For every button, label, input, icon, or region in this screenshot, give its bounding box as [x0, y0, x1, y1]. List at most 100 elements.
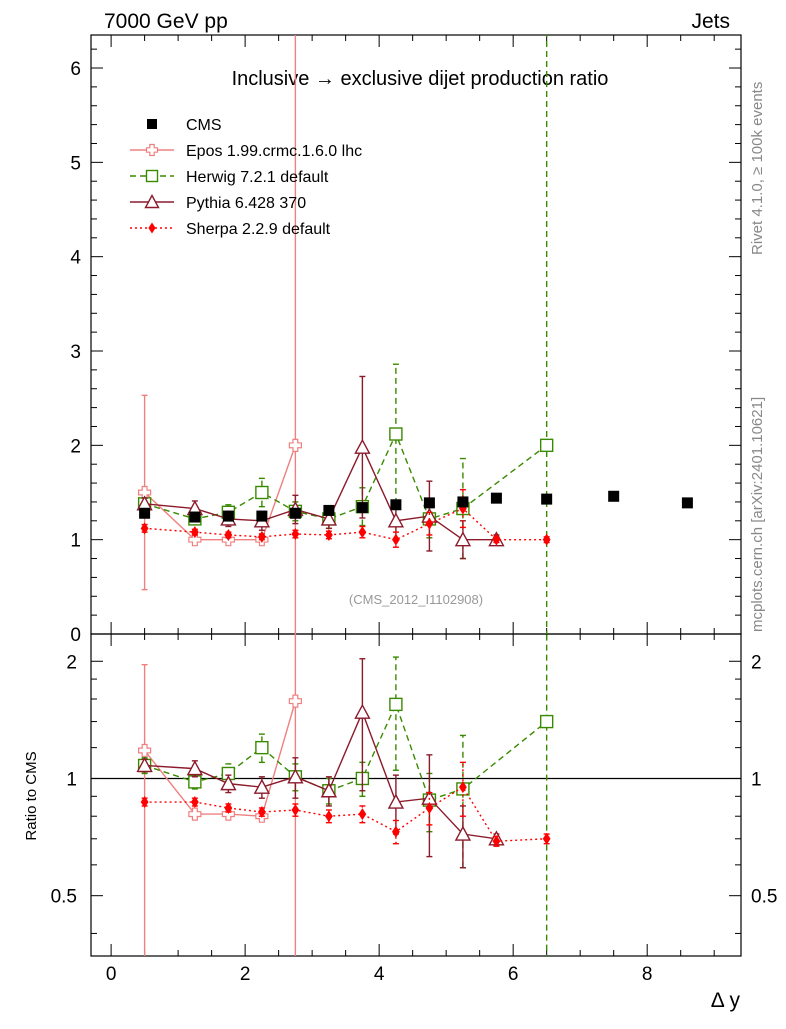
legend-label-sherpa: Sherpa 2.2.9 default [186, 221, 331, 238]
x-tick-label: 2 [240, 964, 251, 985]
marker-square-filled [139, 507, 151, 519]
side-label-top: Rivet 4.1.0, ≥ 100k events [749, 82, 766, 255]
main-line-pythia [144, 445, 497, 541]
marker-triangle-open [354, 438, 371, 454]
marker-square-filled [681, 497, 693, 509]
header-left: 7000 GeV pp [104, 10, 228, 33]
x-tick-label: 6 [508, 964, 519, 985]
legend-label-epos: Epos 1.99.crmc.1.6.0 lhc [186, 143, 362, 160]
ratio-y-tick-label-right: 2 [751, 652, 762, 673]
main-y-tick-label: 3 [70, 342, 81, 363]
marker-square-filled [256, 510, 268, 522]
chart-title: Inclusive → exclusive dijet production r… [232, 68, 609, 90]
marker-diamond-filled [425, 517, 434, 530]
main-series-cms [139, 490, 693, 523]
marker-cross-open [188, 807, 202, 821]
marker-diamond-filled [459, 781, 467, 794]
marker-square-filled [608, 490, 620, 502]
marker-triangle-open [220, 775, 237, 791]
marker-diamond-filled [291, 528, 300, 541]
marker-diamond-filled [257, 530, 266, 543]
marker-diamond-filled [324, 810, 333, 823]
ratio-y-tick-label-right: 1 [751, 769, 762, 790]
x-tick-label: 0 [106, 964, 117, 985]
marker-diamond-filled [140, 796, 149, 809]
ratio-plot-frame [90, 633, 742, 957]
marker-diamond-filled [190, 796, 199, 809]
marker-square-open [389, 427, 403, 441]
marker-diamond-filled [224, 801, 233, 814]
marker-square-open [255, 740, 269, 755]
marker-square-filled [423, 497, 435, 509]
marker-triangle-open [354, 703, 371, 719]
legend-label-herwig: Herwig 7.2.1 default [186, 169, 329, 186]
marker-square-open [539, 438, 554, 453]
marker-triangle-open [144, 194, 160, 209]
marker-diamond-filled [190, 526, 199, 539]
marker-diamond-filled [148, 222, 156, 234]
marker-diamond-filled [492, 835, 501, 848]
ratio-ylabel: Ratio to CMS [23, 751, 40, 840]
main-y-tick-label: 0 [70, 625, 81, 646]
header-right: Jets [691, 10, 730, 33]
marker-cross-open [138, 743, 152, 758]
marker-diamond-filled [391, 825, 400, 838]
side-label-bottom: mcplots.cern.ch [arXiv:2401.10621] [749, 397, 766, 632]
marker-diamond-filled [425, 801, 434, 814]
x-axis-label: Δ y [711, 989, 741, 1012]
main-y-tick-label: 5 [70, 153, 81, 174]
chart-annotation: (CMS_2012_I1102908) [349, 592, 483, 607]
marker-triangle-open [136, 756, 153, 773]
ratio-series-epos [138, 634, 302, 956]
marker-triangle-open [320, 782, 338, 798]
plot-layer: 0 2 4 6 8 0 1 2 3 4 5 6 0.5 0.5 1 1 2 2 CMS Epos 1.99.crmc.… [51, 34, 777, 985]
marker-square-filled [323, 504, 335, 516]
marker-triangle-open [387, 793, 405, 809]
marker-diamond-filled [492, 533, 501, 546]
marker-square-open [255, 485, 269, 500]
marker-triangle-open [387, 512, 405, 528]
marker-diamond-filled [291, 803, 300, 816]
marker-square-open [389, 697, 403, 712]
marker-cross-open [288, 438, 302, 452]
marker-diamond-filled [542, 832, 551, 845]
marker-diamond-filled [358, 526, 367, 539]
ratio-line-epos [144, 700, 297, 817]
marker-triangle-open [287, 768, 304, 784]
main-series-sherpa [140, 488, 551, 548]
ratio-series-pythia [136, 658, 505, 869]
marker-square-filled [457, 496, 469, 508]
marker-square-filled [289, 507, 301, 519]
marker-triangle-open [253, 778, 271, 794]
marker-diamond-filled [324, 528, 333, 541]
marker-cross-open [145, 143, 159, 157]
main-y-tick-label: 2 [70, 436, 81, 457]
marker-square-filled [147, 119, 157, 129]
legend-label-cms: CMS [186, 117, 222, 134]
main-line-epos [144, 445, 297, 541]
marker-square-filled [222, 510, 234, 522]
ratio-series-sherpa [140, 761, 551, 848]
marker-diamond-filled [140, 522, 149, 535]
marker-triangle-open [186, 760, 204, 776]
marker-diamond-filled [257, 806, 266, 819]
marker-triangle-open [454, 825, 472, 841]
main-y-tick-label: 6 [70, 59, 81, 80]
marker-cross-open [288, 694, 302, 708]
marker-square-filled [189, 511, 201, 523]
marker-diamond-filled [358, 808, 367, 821]
marker-cross-open [188, 533, 202, 547]
marker-triangle-open [454, 531, 472, 547]
marker-square-open [188, 775, 202, 789]
ratio-series-herwig [137, 634, 554, 956]
legend-label-pythia: Pythia 6.428 370 [186, 195, 306, 212]
main-series-epos [138, 35, 302, 634]
x-tick-label: 4 [374, 964, 385, 985]
legend: CMS Epos 1.99.crmc.1.6.0 lhc Herwig 7.2.1 … [130, 117, 362, 238]
marker-square-filled [390, 499, 402, 511]
main-line-sherpa [144, 507, 547, 541]
main-line-herwig [144, 432, 548, 520]
marker-square-filled [541, 493, 553, 505]
